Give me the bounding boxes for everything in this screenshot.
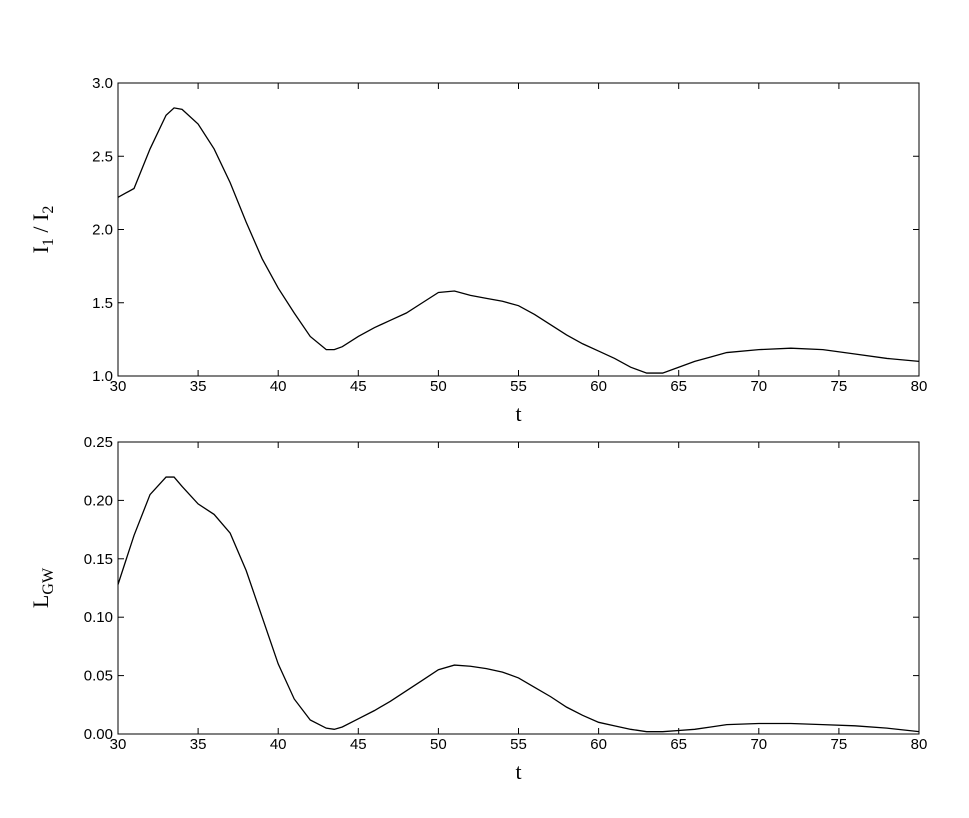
x-tick-label: 30 <box>110 736 127 753</box>
x-tick-label: 45 <box>350 736 367 753</box>
plot-frame <box>117 82 920 377</box>
x-axis-label: t <box>515 759 521 784</box>
y-label-text: / I <box>28 214 53 238</box>
y-tick-label: 1.5 <box>92 295 113 312</box>
y-axis-label: I1 / I2 <box>28 206 57 254</box>
plot-frame <box>117 441 920 735</box>
x-tick-label: 80 <box>911 736 928 753</box>
x-tick-label: 55 <box>510 736 527 753</box>
data-line <box>117 476 920 733</box>
x-tick-label: 60 <box>590 736 607 753</box>
x-tick-label: 30 <box>110 378 127 395</box>
y-tick-label: 2.5 <box>92 148 113 165</box>
data-line <box>117 107 920 374</box>
x-tick-label: 65 <box>670 736 687 753</box>
x-tick-label: 35 <box>190 378 207 395</box>
x-axis-label: t <box>515 401 521 426</box>
x-tick-label: 75 <box>831 378 848 395</box>
x-tick-label: 40 <box>270 736 287 753</box>
y-tick-label: 0.10 <box>84 609 113 626</box>
y-label-subscript: 2 <box>40 206 57 214</box>
y-tick-label: 2.0 <box>92 222 113 239</box>
x-tick-label: 50 <box>430 378 447 395</box>
y-tick-label: 0.00 <box>84 726 113 743</box>
x-tick-label: 55 <box>510 378 527 395</box>
y-tick-label: 0.20 <box>84 492 113 509</box>
y-label-text: L <box>28 595 53 608</box>
x-tick-label: 80 <box>911 378 928 395</box>
x-tick-label: 40 <box>270 378 287 395</box>
x-tick-label: 60 <box>590 378 607 395</box>
x-tick-label: 70 <box>750 378 767 395</box>
x-tick-label: 65 <box>670 378 687 395</box>
y-tick-label: 3.0 <box>92 75 113 92</box>
y-tick-label: 0.05 <box>84 668 113 685</box>
y-label-text: I <box>28 246 53 253</box>
x-tick-label: 70 <box>750 736 767 753</box>
x-tick-label: 50 <box>430 736 447 753</box>
y-tick-label: 1.0 <box>92 368 113 385</box>
x-tick-label: 45 <box>350 378 367 395</box>
x-tick-label: 75 <box>831 736 848 753</box>
y-tick-label: 0.15 <box>84 551 113 568</box>
y-label-subscript: 1 <box>40 238 57 246</box>
y-tick-label: 0.25 <box>84 434 113 451</box>
y-axis-label: LGW <box>28 567 57 608</box>
y-label-subscript: GW <box>40 567 57 595</box>
x-tick-label: 35 <box>190 736 207 753</box>
